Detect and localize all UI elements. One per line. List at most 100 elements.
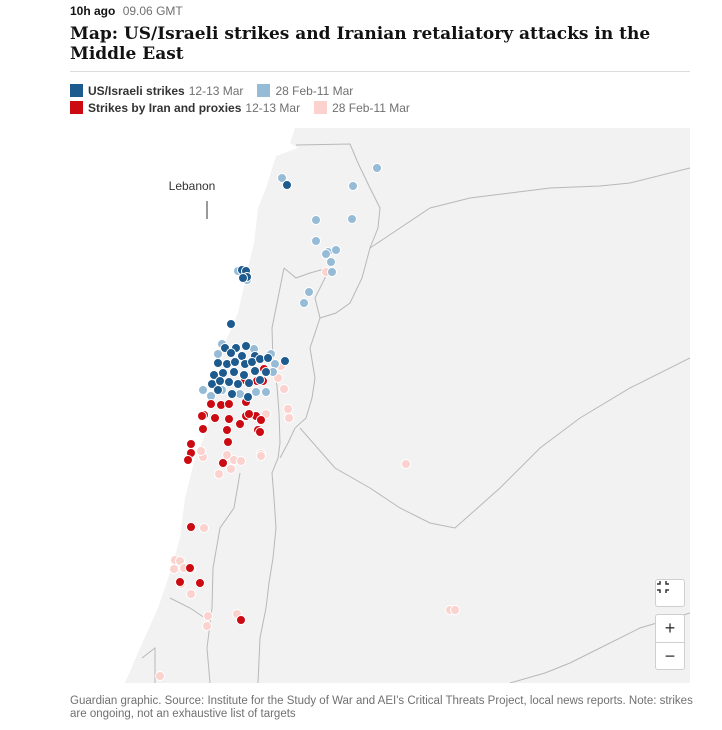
strike-marker-us-recent[interactable]: [224, 377, 234, 387]
strike-marker-us-recent[interactable]: [282, 180, 292, 190]
strike-marker-iran-recent[interactable]: [175, 577, 185, 587]
strike-marker-iran-recent[interactable]: [244, 409, 254, 419]
strike-marker-iran-recent[interactable]: [185, 563, 195, 573]
map-view[interactable]: Lebanon + −: [70, 128, 690, 683]
sea: [70, 128, 298, 683]
strike-marker-us-recent[interactable]: [227, 389, 237, 399]
strike-marker-us-recent[interactable]: [255, 375, 265, 385]
strike-marker-iran-recent[interactable]: [206, 399, 216, 409]
strike-marker-us-recent[interactable]: [263, 353, 273, 363]
zoom-out-button[interactable]: −: [655, 642, 685, 670]
map-canvas[interactable]: Lebanon: [70, 128, 690, 683]
time-ago: 10h ago: [70, 4, 116, 18]
strike-marker-iran-recent[interactable]: [223, 437, 233, 447]
strike-marker-us-recent[interactable]: [233, 379, 243, 389]
strike-marker-us-recent[interactable]: [215, 376, 225, 386]
strike-marker-iran-earlier[interactable]: [222, 450, 232, 460]
strike-marker-us-earlier[interactable]: [326, 257, 336, 267]
strike-marker-iran-recent[interactable]: [186, 439, 196, 449]
strike-marker-iran-earlier[interactable]: [401, 459, 411, 469]
legend-iran-earlier-range: 28 Feb-11 Mar: [332, 100, 410, 115]
strike-marker-iran-recent[interactable]: [222, 425, 232, 435]
collapse-icon: [657, 581, 669, 593]
strike-marker-us-earlier[interactable]: [348, 181, 358, 191]
strike-marker-us-earlier[interactable]: [347, 214, 357, 224]
strike-marker-us-recent[interactable]: [239, 370, 249, 380]
legend: US/Israeli strikes 12-13 Mar 28 Feb-11 M…: [70, 82, 410, 116]
strike-marker-iran-earlier[interactable]: [196, 446, 206, 456]
strike-marker-us-recent[interactable]: [250, 366, 260, 376]
swatch-us-earlier: [257, 84, 271, 97]
swatch-iran-earlier: [314, 101, 328, 114]
strike-marker-iran-recent[interactable]: [197, 411, 207, 421]
strike-marker-us-recent[interactable]: [226, 319, 236, 329]
strike-marker-iran-earlier[interactable]: [202, 621, 212, 631]
strike-marker-us-recent[interactable]: [229, 367, 239, 377]
strike-marker-iran-recent[interactable]: [236, 615, 246, 625]
strike-marker-iran-earlier[interactable]: [226, 464, 236, 474]
strike-marker-us-earlier[interactable]: [277, 173, 287, 183]
strike-marker-us-earlier[interactable]: [311, 236, 321, 246]
strike-marker-iran-recent[interactable]: [218, 458, 228, 468]
swatch-us-recent: [70, 84, 83, 97]
strike-marker-iran-recent[interactable]: [224, 399, 234, 409]
strike-marker-us-earlier[interactable]: [311, 215, 321, 225]
legend-us-label: US/Israeli strikes: [88, 83, 185, 98]
strike-marker-us-earlier[interactable]: [261, 387, 271, 397]
strike-marker-iran-recent[interactable]: [255, 427, 265, 437]
strike-marker-iran-earlier[interactable]: [279, 384, 289, 394]
legend-iran-label: Strikes by Iran and proxies: [88, 100, 242, 115]
strike-marker-us-earlier[interactable]: [321, 249, 331, 259]
strike-marker-iran-recent[interactable]: [224, 414, 234, 424]
strike-marker-us-earlier[interactable]: [251, 387, 261, 397]
legend-us-earlier-range: 28 Feb-11 Mar: [275, 83, 354, 98]
strike-marker-iran-earlier[interactable]: [155, 671, 165, 681]
article-meta: 10h ago 09.06 GMT: [70, 4, 183, 18]
strike-marker-iran-earlier[interactable]: [169, 564, 179, 574]
strike-marker-us-recent[interactable]: [238, 273, 248, 283]
strike-marker-us-recent[interactable]: [230, 357, 240, 367]
strike-marker-us-earlier[interactable]: [304, 287, 314, 297]
page-title: Map: US/Israeli strikes and Iranian reta…: [70, 24, 651, 64]
strike-marker-us-recent[interactable]: [226, 348, 236, 358]
strike-marker-us-earlier[interactable]: [327, 267, 337, 277]
timestamp: 09.06 GMT: [122, 4, 183, 18]
strike-marker-us-earlier[interactable]: [299, 298, 309, 308]
strike-marker-us-recent[interactable]: [213, 385, 223, 395]
legend-row-us: US/Israeli strikes 12-13 Mar 28 Feb-11 M…: [70, 82, 410, 99]
strike-marker-iran-recent[interactable]: [195, 578, 205, 588]
strike-marker-iran-earlier[interactable]: [283, 404, 293, 414]
strike-markers: [155, 163, 460, 681]
fullscreen-button[interactable]: [655, 579, 685, 607]
strike-marker-us-recent[interactable]: [243, 392, 253, 402]
legend-row-iran: Strikes by Iran and proxies 12-13 Mar 28…: [70, 99, 410, 116]
strike-marker-iran-earlier[interactable]: [203, 611, 213, 621]
strike-marker-iran-earlier[interactable]: [450, 605, 460, 615]
strike-marker-iran-earlier[interactable]: [236, 456, 246, 466]
strike-marker-iran-recent[interactable]: [256, 415, 266, 425]
title-divider: [70, 71, 690, 72]
strike-marker-iran-recent[interactable]: [198, 424, 208, 434]
strike-marker-iran-recent[interactable]: [235, 419, 245, 429]
strike-marker-iran-earlier[interactable]: [186, 589, 196, 599]
strike-marker-us-earlier[interactable]: [331, 245, 341, 255]
strike-marker-us-earlier[interactable]: [372, 163, 382, 173]
lebanon-label: Lebanon: [169, 179, 216, 193]
strike-marker-us-recent[interactable]: [244, 378, 254, 388]
strike-marker-iran-recent[interactable]: [186, 522, 196, 532]
strike-marker-iran-earlier[interactable]: [256, 451, 266, 461]
strike-marker-us-recent[interactable]: [213, 358, 223, 368]
strike-marker-us-recent[interactable]: [280, 356, 290, 366]
strike-marker-us-recent[interactable]: [261, 367, 271, 377]
zoom-in-button[interactable]: +: [655, 614, 685, 642]
strike-marker-iran-recent[interactable]: [210, 413, 220, 423]
strike-marker-iran-earlier[interactable]: [214, 469, 224, 479]
source-note: Guardian graphic. Source: Institute for …: [70, 695, 693, 720]
legend-us-recent-range: 12-13 Mar: [188, 83, 244, 98]
strike-marker-iran-earlier[interactable]: [284, 413, 294, 423]
swatch-iran-recent: [70, 101, 83, 114]
strike-marker-iran-recent[interactable]: [183, 455, 193, 465]
strike-marker-iran-earlier[interactable]: [199, 523, 209, 533]
strike-marker-us-earlier[interactable]: [198, 385, 208, 395]
strike-marker-us-recent[interactable]: [241, 341, 251, 351]
